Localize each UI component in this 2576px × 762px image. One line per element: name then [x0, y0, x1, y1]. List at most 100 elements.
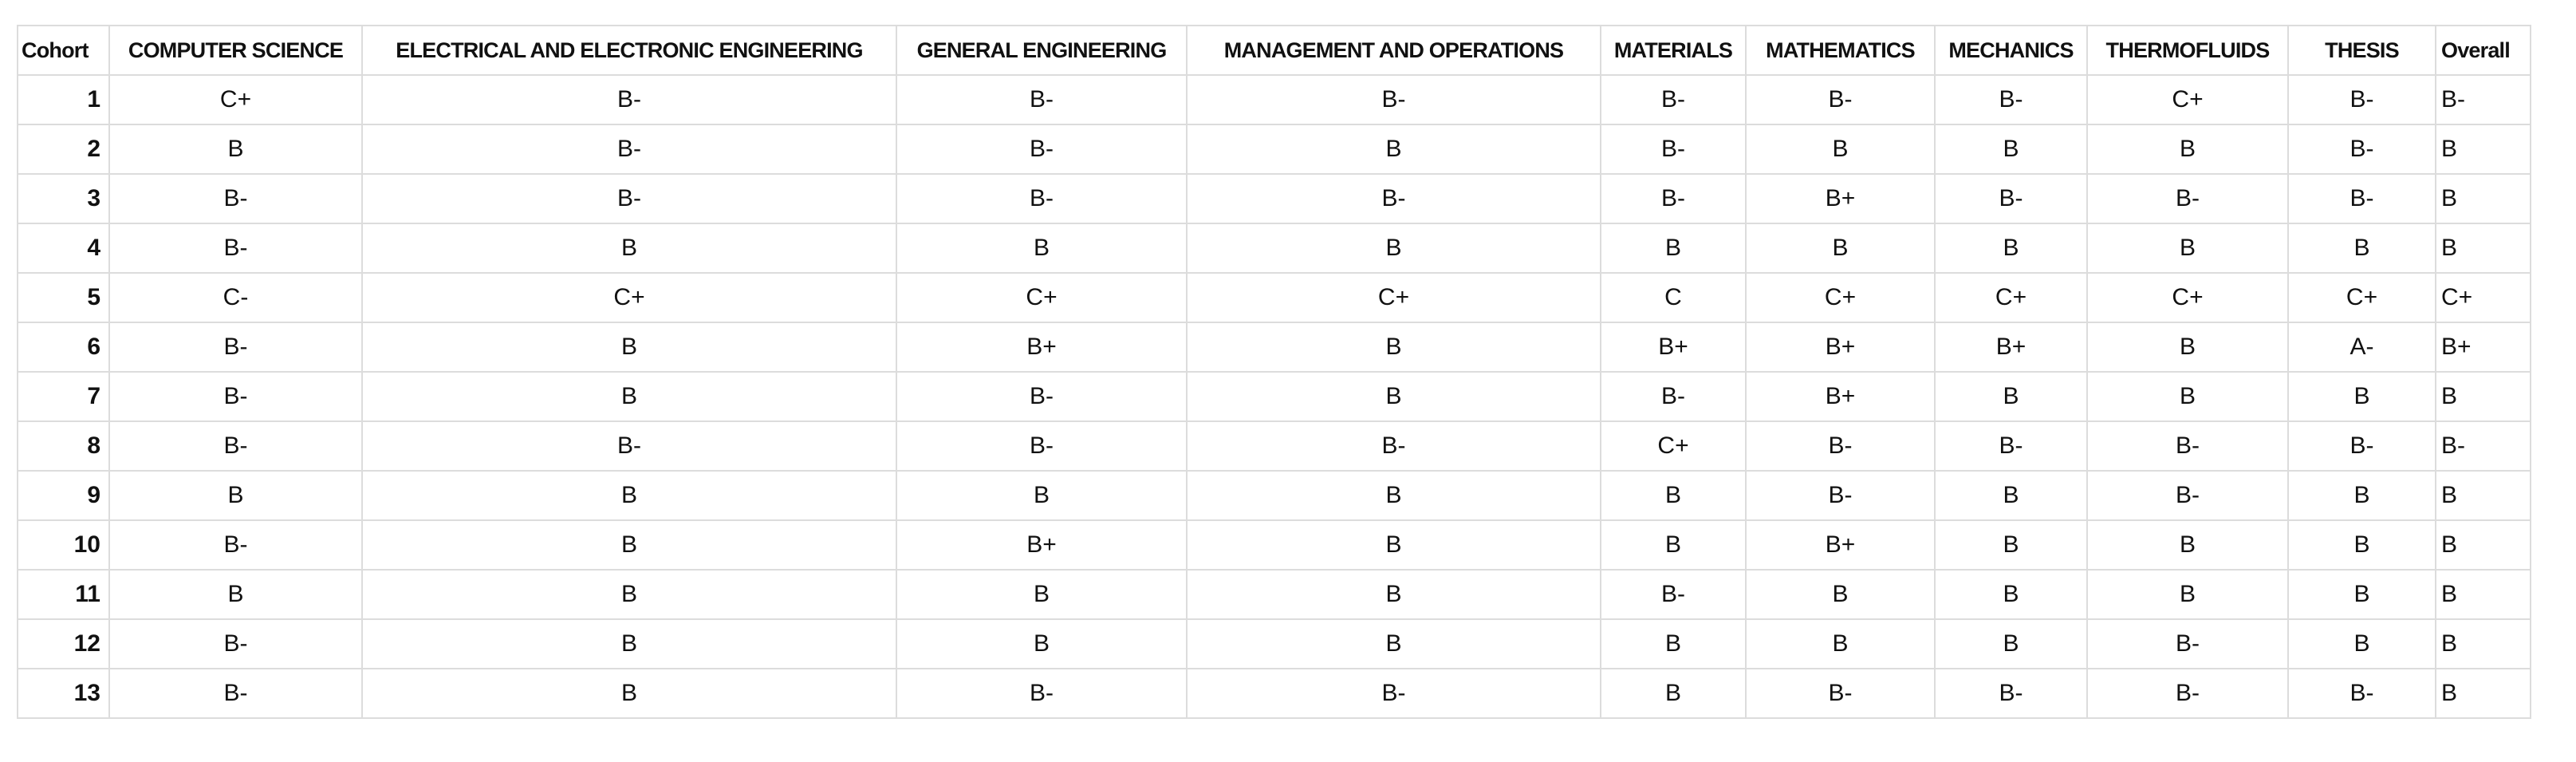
grade-cell: B- — [1186, 668, 1601, 719]
grade-cell: B — [2287, 569, 2436, 620]
grade-cell: B — [1186, 223, 1601, 274]
grade-cell: C+ — [108, 74, 363, 125]
grade-cell: B — [2086, 519, 2289, 571]
grade-cell: C+ — [2287, 272, 2436, 323]
grade-cell: C+ — [361, 272, 897, 323]
grade-cell: B- — [896, 74, 1188, 125]
grade-cell: B+ — [1745, 371, 1936, 422]
grade-cell: B- — [896, 420, 1188, 472]
grade-cell: B+ — [1745, 173, 1936, 224]
grade-cell: B- — [361, 420, 897, 472]
grade-cell: B — [361, 618, 897, 669]
grade-cell: B- — [2086, 173, 2289, 224]
grade-cell: B- — [361, 173, 897, 224]
cohort-cell: 9 — [17, 470, 110, 521]
grade-cell: B- — [896, 124, 1188, 175]
grade-cell: B — [361, 322, 897, 373]
grade-cell: C+ — [896, 272, 1188, 323]
grade-cell: C+ — [1186, 272, 1601, 323]
grade-cell: B — [108, 569, 363, 620]
grade-cell: B — [1745, 124, 1936, 175]
grade-cell: B — [1186, 519, 1601, 571]
cohort-cell: 1 — [17, 74, 110, 125]
grade-cell: B — [1186, 470, 1601, 521]
grade-cell: B — [1600, 618, 1747, 669]
grade-cell: B+ — [2435, 322, 2531, 373]
column-header: Overall — [2435, 25, 2531, 76]
table-row: 2 B B- B- B B- B B B B- B — [17, 124, 2531, 175]
grade-cell: B- — [108, 420, 363, 472]
grade-cell: B — [1745, 569, 1936, 620]
grade-cell: B — [361, 569, 897, 620]
grade-cell: B- — [2287, 124, 2436, 175]
column-header: ELECTRICAL AND ELECTRONIC ENGINEERING — [361, 25, 897, 76]
grade-cell: B- — [1934, 420, 2088, 472]
grade-cell: B — [1934, 519, 2088, 571]
grade-cell: B- — [1600, 173, 1747, 224]
grade-cell: B — [896, 223, 1188, 274]
grade-cell: B- — [108, 223, 363, 274]
cohort-cell: 2 — [17, 124, 110, 175]
grades-table: Cohort COMPUTER SCIENCE ELECTRICAL AND ELE… — [17, 25, 2531, 719]
grade-cell: C+ — [2435, 272, 2531, 323]
grade-cell: C+ — [1745, 272, 1936, 323]
grade-cell: B- — [1186, 420, 1601, 472]
grade-cell: B — [2435, 618, 2531, 669]
grade-cell: C+ — [2086, 272, 2289, 323]
grade-cell: B- — [1600, 124, 1747, 175]
grade-cell: B — [1934, 371, 2088, 422]
grade-cell: B — [1600, 223, 1747, 274]
grade-cell: B- — [1745, 470, 1936, 521]
grade-cell: B- — [108, 173, 363, 224]
grade-cell: B — [2435, 371, 2531, 422]
cohort-cell: 3 — [17, 173, 110, 224]
grade-cell: B- — [1600, 569, 1747, 620]
grade-cell: B — [896, 618, 1188, 669]
grade-cell: B- — [1745, 668, 1936, 719]
grade-cell: B- — [108, 519, 363, 571]
grade-cell: B- — [108, 668, 363, 719]
cohort-cell: 11 — [17, 569, 110, 620]
grade-cell: B — [2287, 618, 2436, 669]
cohort-cell: 4 — [17, 223, 110, 274]
grade-cell: B — [2435, 569, 2531, 620]
grade-cell: B — [2435, 124, 2531, 175]
grade-cell: C — [1600, 272, 1747, 323]
grade-cell: B — [1600, 668, 1747, 719]
grade-cell: B- — [2086, 470, 2289, 521]
table-row: 1 C+ B- B- B- B- B- B- C+ B- B- — [17, 74, 2531, 125]
cohort-cell: 12 — [17, 618, 110, 669]
grade-cell: B — [2435, 519, 2531, 571]
grade-cell: C- — [108, 272, 363, 323]
grade-cell: B- — [2086, 668, 2289, 719]
grade-cell: B — [1186, 618, 1601, 669]
grade-cell: B+ — [896, 322, 1188, 373]
grade-cell: C+ — [1600, 420, 1747, 472]
cohort-cell: 6 — [17, 322, 110, 373]
grade-cell: B — [361, 519, 897, 571]
grade-cell: A- — [2287, 322, 2436, 373]
grade-cell: B — [361, 371, 897, 422]
grade-cell: B — [1186, 124, 1601, 175]
grade-cell: B — [896, 470, 1188, 521]
grade-cell: B — [108, 470, 363, 521]
grade-cell: B — [2435, 223, 2531, 274]
table-row: 3 B- B- B- B- B- B+ B- B- B- B — [17, 173, 2531, 224]
grade-cell: B- — [2287, 668, 2436, 719]
table-row: 12 B- B B B B B B B- B B — [17, 618, 2531, 669]
grade-cell: B — [1934, 470, 2088, 521]
grade-cell: B- — [2086, 618, 2289, 669]
grade-cell: B- — [2086, 420, 2289, 472]
grade-cell: B- — [2435, 74, 2531, 125]
grade-cell: B- — [108, 371, 363, 422]
column-header: GENERAL ENGINEERING — [896, 25, 1188, 76]
table-row: 13 B- B B- B- B B- B- B- B- B — [17, 668, 2531, 719]
table-row: 10 B- B B+ B B B+ B B B B — [17, 519, 2531, 571]
grade-cell: B- — [361, 124, 897, 175]
table-row: 4 B- B B B B B B B B B — [17, 223, 2531, 274]
table-row: 6 B- B B+ B B+ B+ B+ B A- B+ — [17, 322, 2531, 373]
grade-cell: B — [1600, 519, 1747, 571]
grade-cell: B- — [1934, 74, 2088, 125]
grade-cell: B — [1934, 618, 2088, 669]
